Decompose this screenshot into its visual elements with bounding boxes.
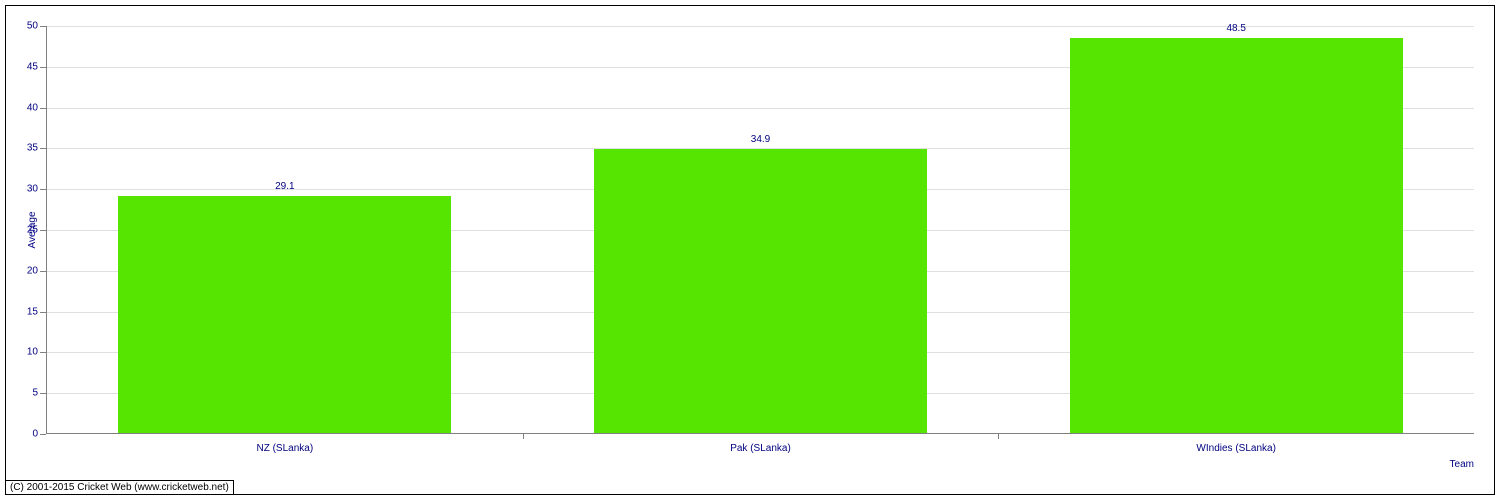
- x-category-label: WIndies (SLanka): [1196, 443, 1275, 454]
- bar-value-label: 34.9: [751, 134, 770, 145]
- bar-slot: 29.1NZ (SLanka): [47, 26, 523, 433]
- chart-container: Average 05101520253035404550 29.1NZ (SLa…: [5, 5, 1495, 495]
- bars-region: 29.1NZ (SLanka)34.9Pak (SLanka)48.5WIndi…: [47, 26, 1474, 433]
- bar-value-label: 29.1: [275, 181, 294, 192]
- copyright-text: (C) 2001-2015 Cricket Web (www.cricketwe…: [6, 480, 234, 494]
- y-tick-label: 5: [32, 388, 38, 399]
- bar-slot: 48.5WIndies (SLanka): [998, 26, 1474, 433]
- y-tick-label: 20: [27, 265, 38, 276]
- bar: [118, 196, 451, 433]
- y-tick-label: 0: [32, 429, 38, 440]
- y-tick-label: 15: [27, 306, 38, 317]
- y-tick-label: 10: [27, 347, 38, 358]
- x-axis-label: Team: [1450, 459, 1474, 470]
- y-tick-label: 45: [27, 61, 38, 72]
- x-category-label: NZ (SLanka): [256, 443, 313, 454]
- y-tick-label: 30: [27, 184, 38, 195]
- x-tick: [998, 434, 999, 439]
- y-tick-label: 40: [27, 102, 38, 113]
- x-tick: [523, 434, 524, 439]
- y-tick-label: 25: [27, 225, 38, 236]
- y-tick: [40, 434, 46, 435]
- bar-value-label: 48.5: [1226, 23, 1245, 34]
- x-axis-ticks: [47, 434, 1474, 439]
- y-tick-label: 35: [27, 143, 38, 154]
- plot-area: Average 05101520253035404550 29.1NZ (SLa…: [46, 26, 1474, 434]
- y-tick-label: 50: [27, 21, 38, 32]
- x-category-label: Pak (SLanka): [730, 443, 791, 454]
- bar: [594, 149, 927, 433]
- bar: [1070, 38, 1403, 433]
- bar-slot: 34.9Pak (SLanka): [523, 26, 999, 433]
